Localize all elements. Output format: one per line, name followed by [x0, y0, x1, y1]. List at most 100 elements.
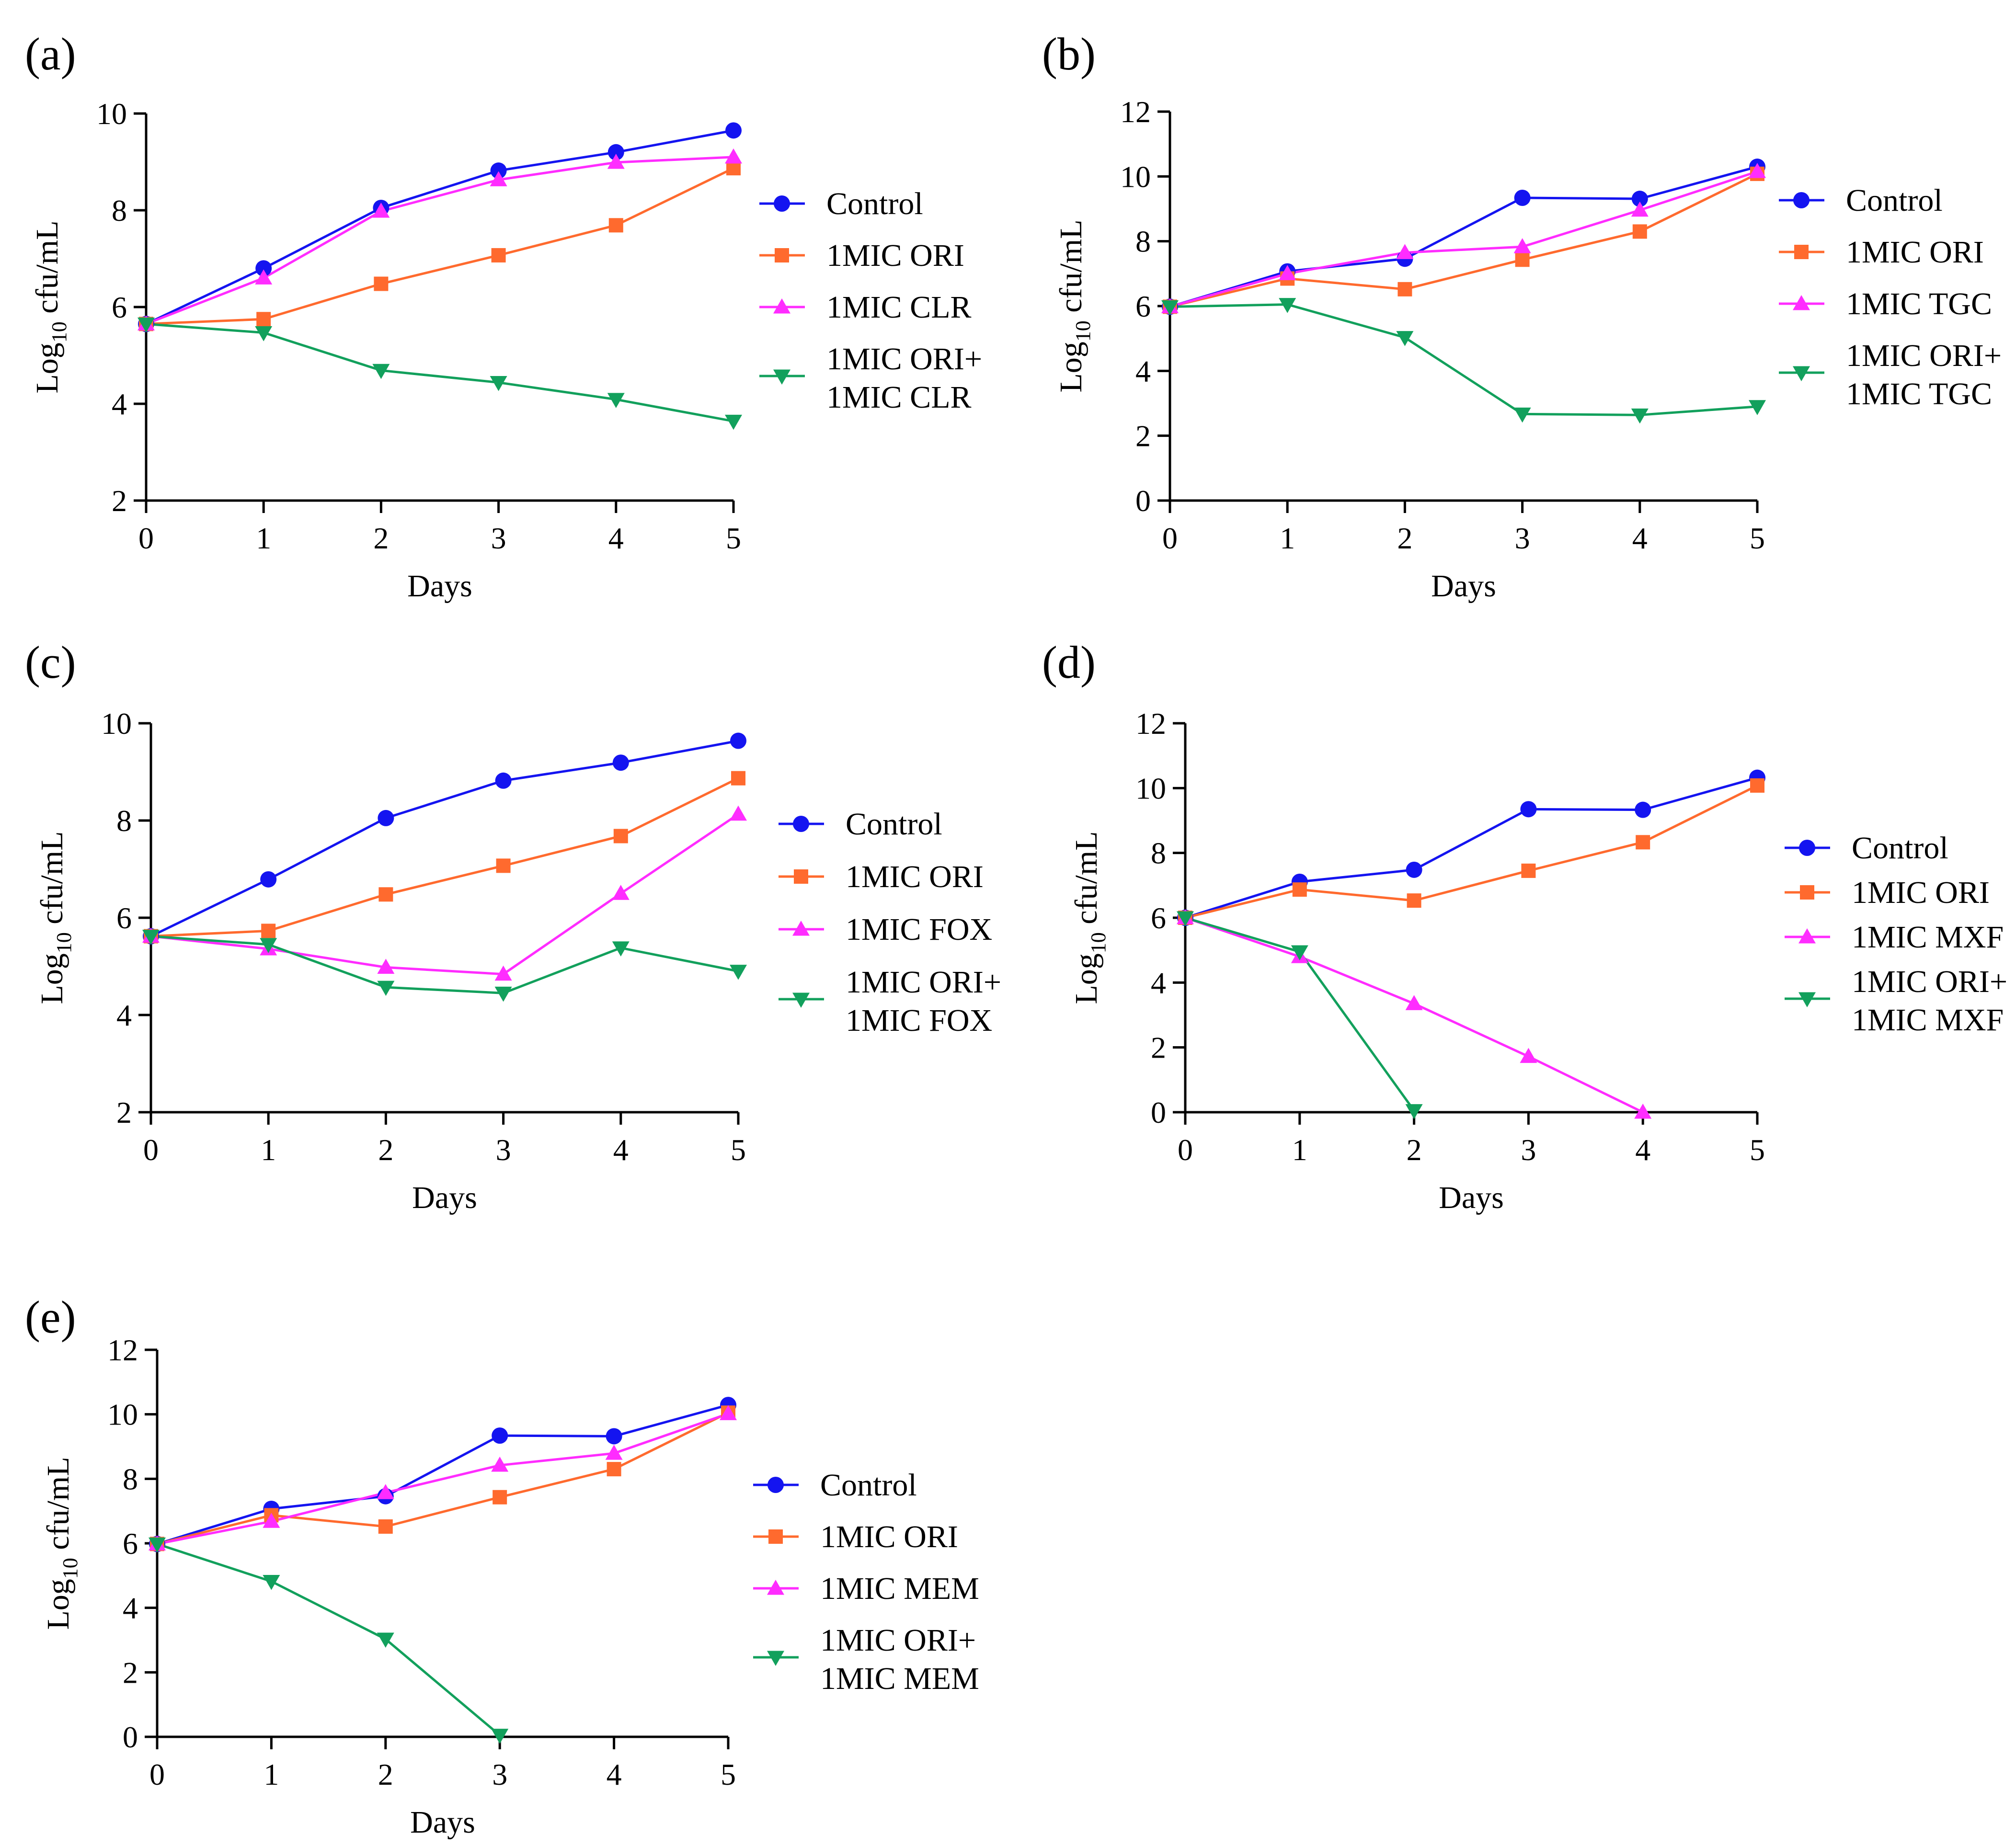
x-tick-label: 1 [1292, 1133, 1307, 1167]
legend-item-control: Control [1785, 831, 1948, 866]
legend-label: 1MIC ORI+ [1846, 338, 2002, 373]
legend-item-1mic-ori-1mic-mem: 1MIC ORI+1MIC MEM [753, 1623, 979, 1696]
x-tick-label: 2 [373, 521, 389, 555]
data-point-1mic-ori-1mic-tgc [1513, 407, 1531, 423]
x-axis-title: Days [412, 1180, 477, 1215]
data-point-1mic-ori-1mic-fox [377, 981, 395, 996]
data-point-control [1635, 801, 1651, 818]
legend-label: 1MIC ORI [820, 1519, 958, 1554]
data-point-1mic-mxf [1405, 995, 1423, 1010]
y-tick-label: 6 [1135, 289, 1151, 323]
legend-item-1mic-ori: 1MIC ORI [1779, 235, 1984, 270]
x-tick-label: 0 [138, 521, 154, 555]
x-axis-title: Days [1439, 1180, 1504, 1215]
legend-item-1mic-clr: 1MIC CLR [759, 290, 972, 325]
y-tick-label: 0 [1135, 484, 1151, 518]
data-point-1mic-ori-1mic-mem [263, 1574, 280, 1590]
legend-label: 1MIC MEM [820, 1571, 979, 1606]
legend-label: Control [1846, 183, 1943, 218]
data-point-1mic-ori-1mic-clr [372, 364, 390, 379]
data-point-1mic-ori-1mic-tgc [1749, 400, 1766, 415]
legend-label: Control [1852, 831, 1948, 866]
data-point-control [612, 754, 629, 771]
legend-item-control: Control [1779, 183, 1943, 218]
y-tick-label: 12 [1120, 95, 1151, 129]
x-axis-title: Days [1431, 569, 1496, 604]
y-axis-title: Log10 cfu/mL [34, 831, 76, 1004]
legend-item-1mic-mem: 1MIC MEM [753, 1571, 979, 1606]
legend-label: 1MIC CLR [826, 380, 972, 415]
y-axis-title: Log10 cfu/mL [1069, 831, 1110, 1004]
data-point-1mic-mem [720, 1405, 737, 1420]
x-tick-label: 1 [256, 521, 271, 555]
series-line-1mic-mxf [1185, 916, 1644, 1114]
legend-label: 1MIC TGC [1846, 376, 1992, 411]
y-tick-label: 4 [1151, 966, 1166, 1000]
y-tick-label: 6 [123, 1527, 138, 1561]
data-point-control [606, 1428, 622, 1445]
legend-label: 1MIC ORI [1846, 235, 1984, 270]
panel-label: (b) [1042, 28, 1096, 80]
x-tick-label: 2 [1407, 1133, 1422, 1167]
data-point-1mic-ori-1mic-clr [490, 376, 507, 391]
data-point-control [495, 772, 512, 789]
legend-label: 1MIC MXF [1852, 1003, 2004, 1038]
legend-item-1mic-ori-1mic-clr: 1MIC ORI+ 1MIC CLR [759, 342, 982, 415]
data-point-1mic-ori-1mic-tgc [1279, 298, 1296, 313]
y-axis-title-unit: cfu/mL [1054, 219, 1088, 320]
y-tick-label: 4 [1135, 354, 1151, 388]
x-tick-label: 5 [726, 521, 741, 555]
data-point-1mic-clr [725, 148, 742, 164]
x-tick-label: 3 [492, 1757, 507, 1791]
data-point-control [1520, 801, 1537, 818]
legend-label: 1MIC ORI+ [846, 965, 1001, 1000]
data-point-control [1514, 189, 1531, 206]
data-point-control [730, 732, 746, 749]
legend-item-1mic-ori: 1MIC ORI [1785, 875, 1990, 910]
data-point-1mic-fox [494, 965, 512, 981]
data-point-1mic-ori [378, 1519, 393, 1534]
y-axis-title-subscript: 10 [58, 1558, 82, 1579]
data-point-control [607, 144, 624, 160]
y-axis-title-subscript: 10 [1071, 320, 1095, 342]
panel-label: (d) [1042, 637, 1096, 688]
x-tick-label: 2 [1397, 521, 1412, 555]
data-point-control [490, 162, 507, 179]
legend-marker [1799, 840, 1815, 856]
legend-item-1mic-tgc: 1MIC TGC [1779, 286, 1992, 321]
data-point-1mic-ori [608, 218, 623, 233]
legend-marker [793, 816, 809, 832]
legend-marker [767, 1580, 784, 1595]
panel-label: (c) [25, 637, 76, 688]
data-point-1mic-ori-1mic-fox [142, 930, 160, 945]
legend-item-1mic-ori-1mic-mxf: 1MIC ORI+ 1MIC MXF [1785, 964, 2007, 1038]
data-point-1mic-mxf [1520, 1048, 1537, 1063]
series-line-control [1185, 776, 1758, 919]
series-line-control [150, 740, 739, 937]
y-tick-label: 0 [1151, 1095, 1166, 1129]
y-tick-label: 0 [123, 1720, 138, 1754]
series-line-1mic-ori [146, 167, 734, 325]
y-tick-label: 10 [107, 1398, 138, 1432]
y-axis-title: Log10 cfu/mL [41, 1457, 82, 1630]
y-tick-label: 8 [112, 194, 127, 228]
data-point-1mic-mem [605, 1445, 623, 1460]
series-line-1mic-ori-1mic-fox [150, 935, 739, 994]
x-tick-label: 3 [1515, 521, 1530, 555]
legend-marker [1793, 295, 1810, 310]
data-point-control [492, 1427, 508, 1444]
legend-item-1mic-ori: 1MIC ORI [759, 238, 964, 273]
data-point-1mic-ori [1292, 882, 1307, 897]
data-point-control [1631, 191, 1648, 207]
x-axis-title: Days [407, 569, 472, 604]
legend-item-control: Control [753, 1468, 917, 1503]
legend-marker [1794, 245, 1809, 259]
x-tick-label: 1 [1280, 521, 1295, 555]
y-axis-title-main: Log [1054, 342, 1088, 392]
data-point-1mic-ori [1636, 835, 1650, 850]
data-point-1mic-mem [263, 1513, 280, 1528]
legend-label: 1MIC MEM [820, 1661, 979, 1696]
data-point-1mic-ori-1mic-fox [260, 938, 277, 953]
